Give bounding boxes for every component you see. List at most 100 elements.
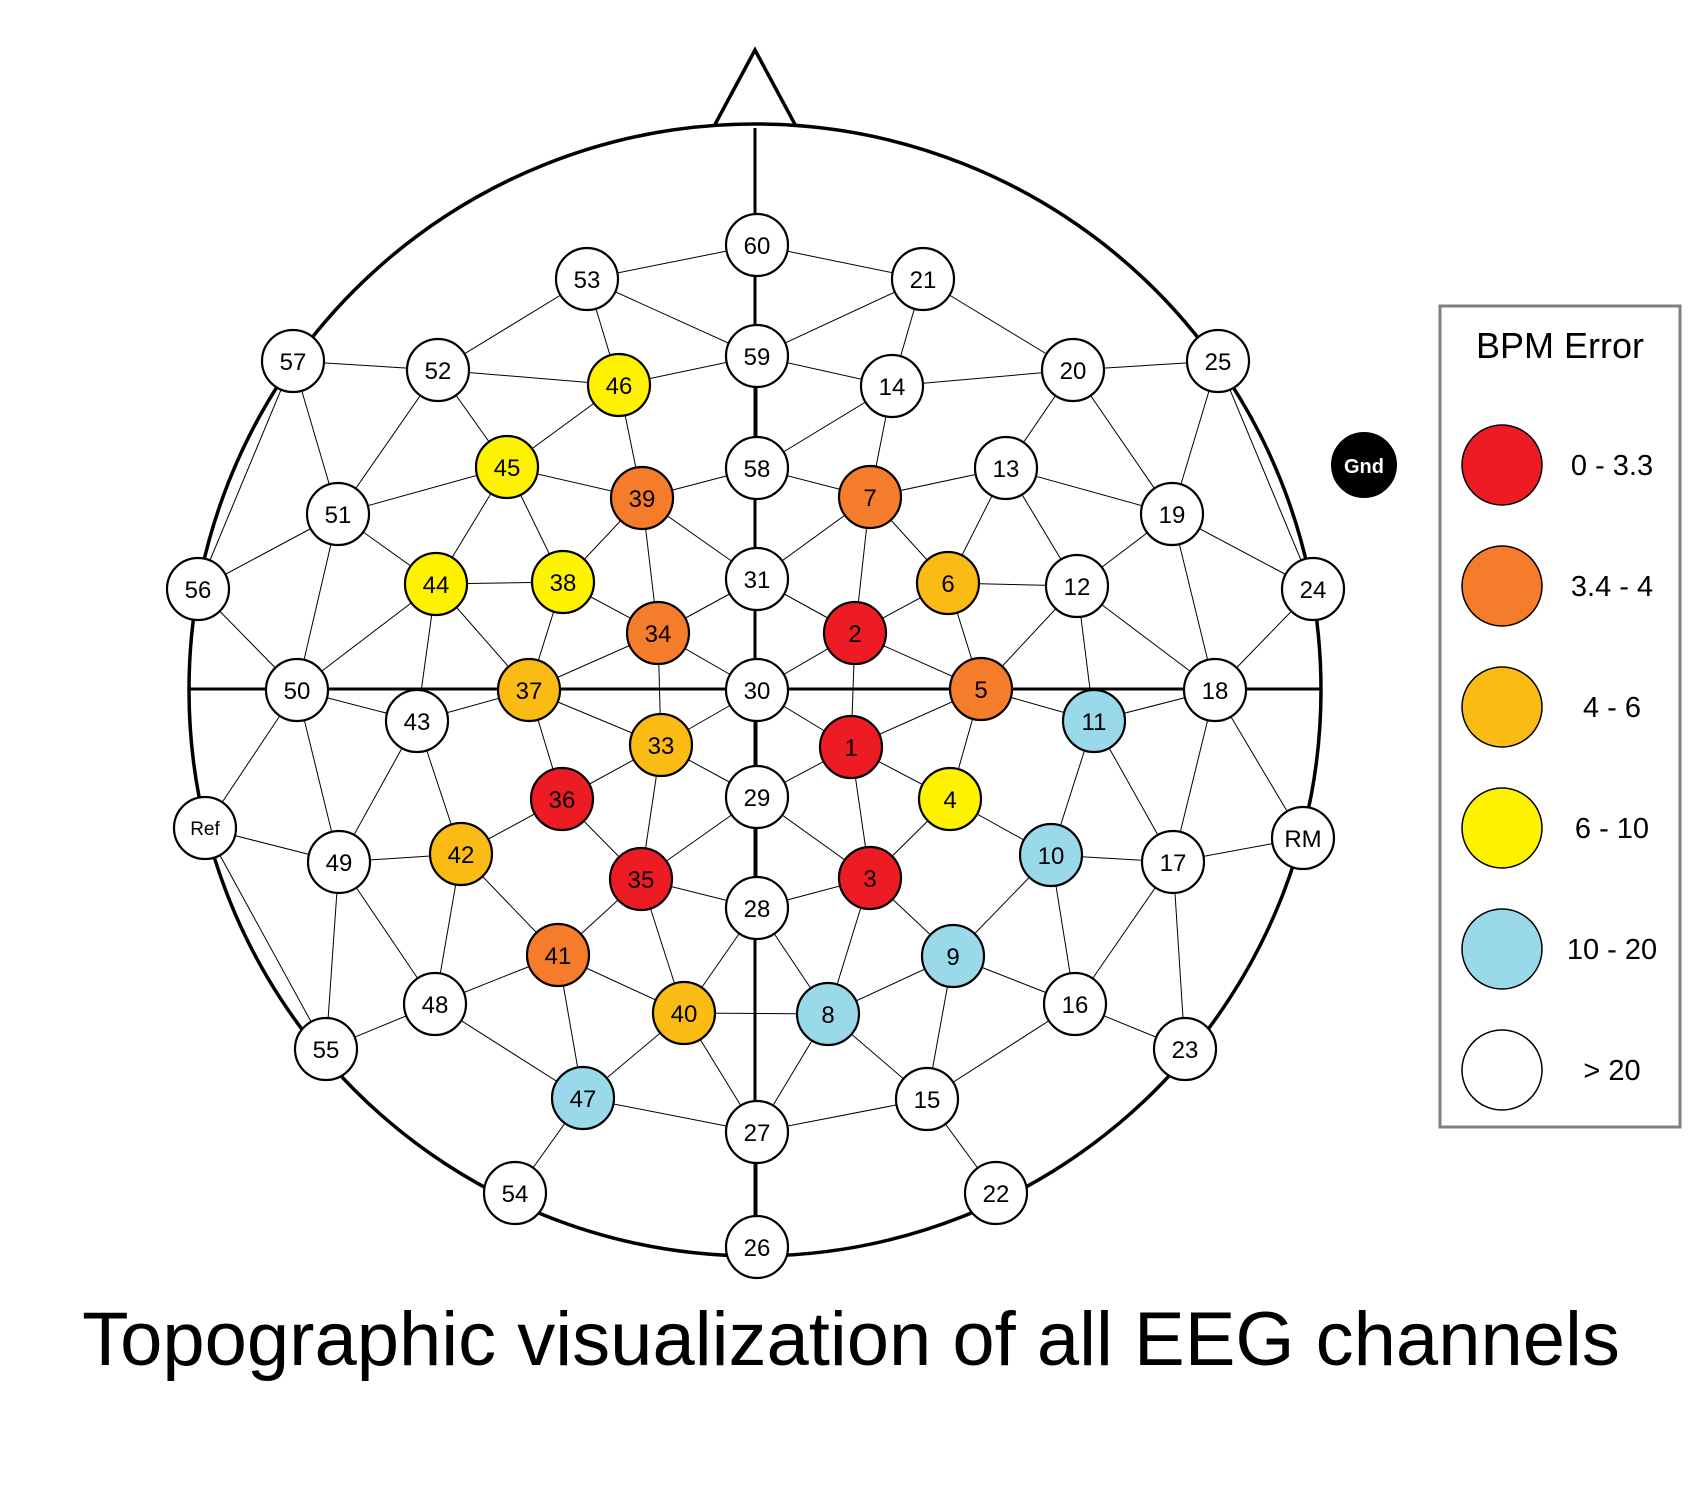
channel-label: 36: [549, 787, 576, 814]
channel-marker: [1182, 657, 1248, 723]
channel-9: 9: [920, 923, 986, 989]
channel-marker: [724, 323, 790, 389]
channel-label: 27: [744, 1120, 771, 1147]
channel-15: 15: [894, 1066, 960, 1132]
channel-label: 59: [744, 344, 771, 371]
connection-57-56: [197, 360, 294, 590]
channel-51: 51: [305, 481, 371, 547]
channel-marker: [724, 546, 790, 612]
channel-label: 11: [1082, 709, 1107, 736]
channel-28: 28: [724, 875, 790, 941]
channel-marker: [293, 1016, 359, 1082]
channel-label: 4: [943, 787, 956, 814]
channel-marker: [920, 923, 986, 989]
channel-ref: Ref: [172, 795, 238, 861]
channel-2: 2: [822, 600, 888, 666]
channel-marker: [609, 465, 675, 531]
channel-31: 31: [724, 546, 790, 612]
channel-label: 47: [570, 1086, 597, 1113]
channel-41: 41: [525, 922, 591, 988]
channel-34: 34: [625, 600, 691, 666]
channel-label: 16: [1062, 992, 1089, 1019]
channel-marker: [402, 971, 468, 1037]
channel-39: 39: [609, 465, 675, 531]
channel-marker: [260, 328, 326, 394]
legend-item: 10 - 20: [1461, 908, 1657, 990]
channel-label: 13: [993, 456, 1020, 483]
channel-17: 17: [1140, 829, 1206, 895]
channel-marker: [1139, 481, 1205, 547]
channel-label: 8: [821, 1002, 834, 1029]
channel-marker: [837, 845, 903, 911]
channel-5: 5: [948, 656, 1014, 722]
channel-label: 52: [425, 358, 452, 385]
channel-59: 59: [724, 323, 790, 389]
channel-11: 11: [1061, 688, 1127, 754]
channel-label: 21: [910, 267, 937, 294]
channel-marker: [305, 481, 371, 547]
legend-label: 3.4 - 4: [1571, 571, 1653, 603]
channel-label: 18: [1202, 678, 1229, 705]
legend-item: > 20: [1461, 1029, 1641, 1111]
legend-item: 0 - 3.3: [1461, 424, 1653, 506]
channel-46: 46: [586, 352, 652, 418]
channel-42: 42: [428, 821, 494, 887]
channel-label: 24: [1300, 577, 1327, 604]
legend-item: 4 - 6: [1461, 666, 1641, 748]
channel-marker: [724, 435, 790, 501]
legend-label: 4 - 6: [1583, 692, 1641, 724]
channel-rm: RM: [1270, 805, 1336, 871]
channel-marker: [894, 1066, 960, 1132]
channel-marker: [628, 712, 694, 778]
channel-label: 23: [1172, 1037, 1199, 1064]
channel-marker: [529, 766, 595, 832]
channel-marker: [724, 212, 790, 278]
connection-ref-55: [204, 827, 327, 1050]
channel-21: 21: [890, 246, 956, 312]
channel-marker: [1280, 556, 1346, 622]
channel-44: 44: [403, 551, 469, 617]
legend-item: 6 - 10: [1461, 787, 1649, 869]
channel-marker: [1042, 971, 1108, 1037]
channel-marker: [1270, 805, 1336, 871]
channel-56: 56: [165, 556, 231, 622]
channel-20: 20: [1040, 337, 1106, 403]
channel-marker: [482, 1160, 548, 1226]
legend-label: 6 - 10: [1575, 813, 1649, 845]
legend-swatch: [1461, 666, 1543, 748]
channel-16: 16: [1042, 971, 1108, 1037]
channel-label: 28: [744, 896, 771, 923]
ground-electrode: Gnd: [1331, 432, 1397, 498]
channel-marker: [837, 464, 903, 530]
channel-marker: [1044, 553, 1110, 619]
channel-label: 34: [645, 621, 672, 648]
channel-marker: [496, 657, 562, 723]
channel-marker: [948, 656, 1014, 722]
channel-marker: [1018, 822, 1084, 888]
channel-electrodes: 1234567891011121314151617181920212223242…: [165, 212, 1346, 1280]
channel-label: 20: [1060, 358, 1087, 385]
channel-18: 18: [1182, 657, 1248, 723]
channel-label: 30: [744, 678, 771, 705]
channel-4: 4: [917, 766, 983, 832]
channel-label: 17: [1160, 850, 1187, 877]
channel-marker: [724, 1214, 790, 1280]
channel-marker: [403, 551, 469, 617]
channel-marker: [525, 922, 591, 988]
channel-label: 29: [744, 785, 771, 812]
channel-marker: [724, 875, 790, 941]
channel-marker: [963, 1160, 1029, 1226]
channel-marker: [264, 657, 330, 723]
channel-14: 14: [859, 353, 925, 419]
channel-marker: [724, 764, 790, 830]
channel-label: 40: [671, 1001, 698, 1028]
channel-marker: [608, 846, 674, 912]
channel-53: 53: [554, 246, 620, 312]
channel-label: 26: [744, 1235, 771, 1262]
channel-marker: [915, 550, 981, 616]
legend-label: > 20: [1583, 1055, 1640, 1087]
channel-7: 7: [837, 464, 903, 530]
channel-35: 35: [608, 846, 674, 912]
channel-47: 47: [550, 1065, 616, 1131]
